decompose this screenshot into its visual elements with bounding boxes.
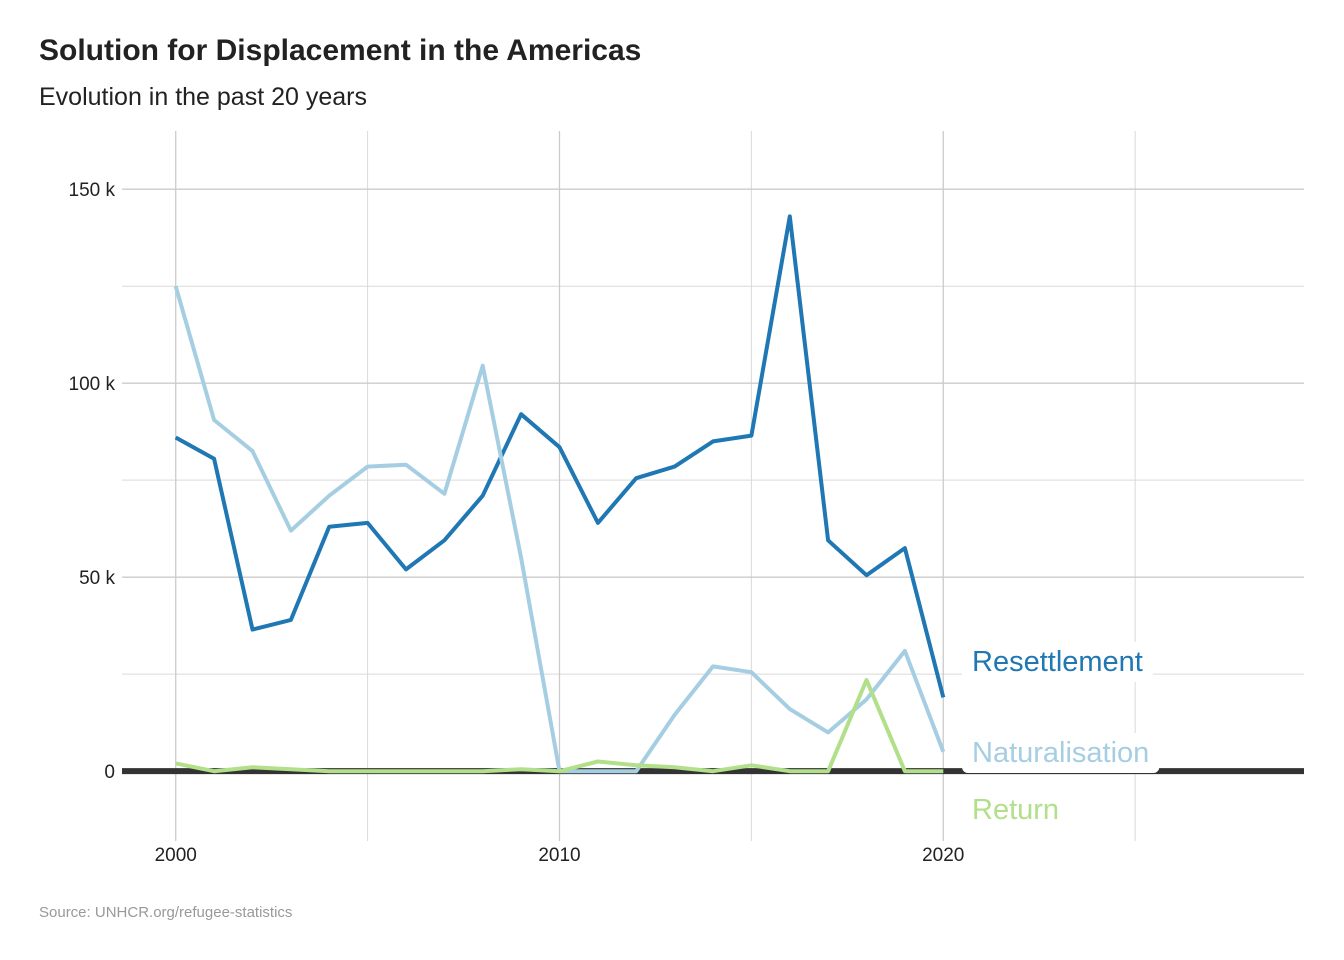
series-lines <box>173 214 946 774</box>
series-label-resettlement: Resettlement <box>972 646 1143 678</box>
x-tick-label: 2000 <box>155 845 197 866</box>
series-label-return: Return <box>972 794 1059 826</box>
series-label-background <box>962 642 1153 682</box>
y-tick-label: 50 k <box>79 568 115 589</box>
chart-subtitle: Evolution in the past 20 years <box>39 83 367 111</box>
y-tick-label: 0 <box>104 762 115 783</box>
series-labels: Resettlement Naturalisation Return <box>962 642 1160 830</box>
grid-lines <box>122 131 1304 841</box>
x-tick-label: 2020 <box>922 845 964 866</box>
y-tick-label: 150 k <box>69 180 116 201</box>
y-tick-label: 100 k <box>69 374 116 395</box>
series-label-background <box>962 790 1070 830</box>
series-label-background <box>962 733 1160 773</box>
chart-title: Solution for Displacement in the America… <box>39 34 642 67</box>
x-tick-label: 2010 <box>538 845 580 866</box>
series-label-naturalisation: Naturalisation <box>972 737 1149 769</box>
source-caption: Source: UNHCR.org/refugee-statistics <box>39 904 293 921</box>
series-line-resettlement <box>174 214 946 698</box>
series-line-return <box>175 678 944 774</box>
